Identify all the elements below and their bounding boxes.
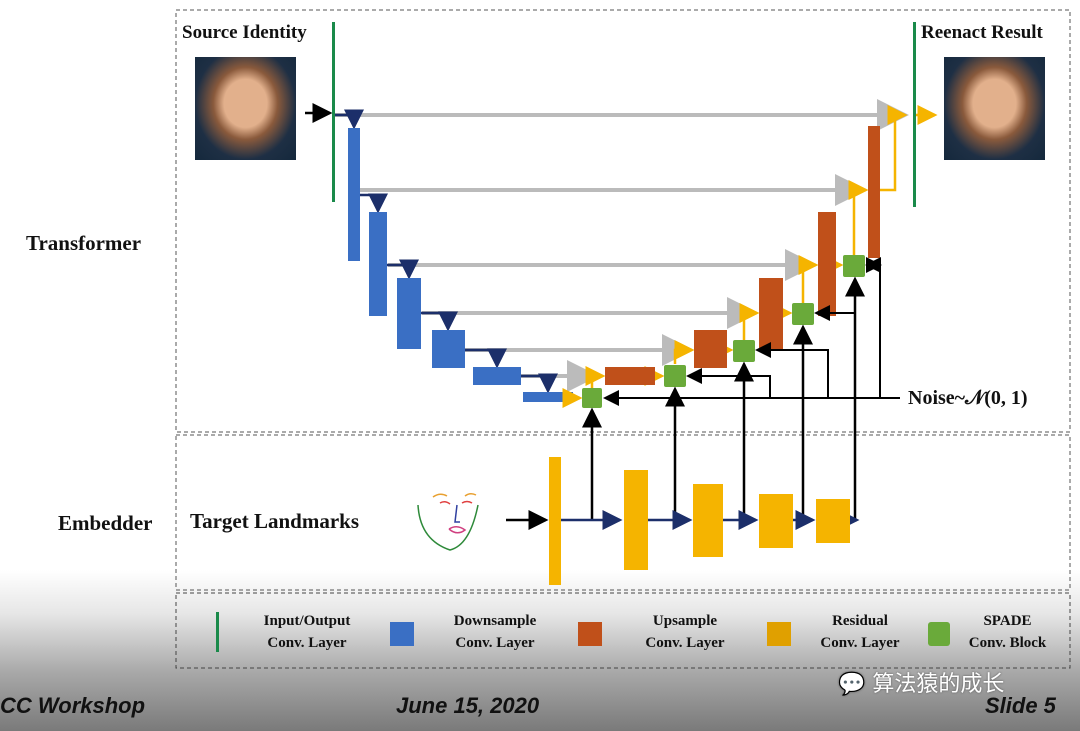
legend-downsample: Downsample Conv. Layer <box>420 610 570 654</box>
legend-downsample-swatch <box>390 622 414 646</box>
landmarks-sketch <box>417 492 479 551</box>
footer-left: CC Workshop <box>0 693 146 718</box>
footer-slide-number: Slide 5 <box>985 693 1056 718</box>
target-landmarks-label: Target Landmarks <box>190 509 359 533</box>
legend-box <box>175 592 1071 669</box>
downsample-layers <box>348 128 573 402</box>
encoder-arrows <box>333 109 558 394</box>
legend-io: Input/Output Conv. Layer <box>232 610 382 654</box>
reenact-result-image <box>944 57 1045 160</box>
legend-residual-line1: Residual <box>832 613 888 629</box>
transformer-label: Transformer <box>26 231 142 255</box>
legend-upsample-swatch <box>578 622 602 646</box>
legend-spade-line2: Conv. Block <box>968 635 1047 651</box>
legend-upsample-line1: Upsample <box>652 613 718 629</box>
legend-io-line2: Conv. Layer <box>267 635 347 651</box>
source-identity-label: Source Identity <box>182 22 307 43</box>
legend-io-swatch <box>216 612 219 652</box>
watermark: 💬 算法猿的成长 <box>838 666 1004 698</box>
residual-layers <box>549 457 850 585</box>
legend-upsample: Upsample Conv. Layer <box>610 610 760 654</box>
legend-residual: Residual Conv. Layer <box>790 610 930 654</box>
upsample-layers <box>605 126 880 385</box>
noise-label: Noise~𝒩(0, 1) <box>908 387 1028 409</box>
legend-downsample-line1: Downsample <box>453 613 537 629</box>
embedder-connections <box>582 276 865 520</box>
output-conv-layer <box>913 22 916 207</box>
decoder-arrows <box>562 105 938 408</box>
legend-upsample-line2: Conv. Layer <box>645 635 725 651</box>
input-conv-layer <box>332 22 335 202</box>
reenact-result-label: Reenact Result <box>921 22 1043 43</box>
source-identity-image <box>195 57 296 160</box>
wechat-icon: 💬 <box>838 672 866 697</box>
footer-date: June 15, 2020 <box>396 693 540 718</box>
legend-downsample-line2: Conv. Layer <box>455 635 535 651</box>
legend-residual-swatch <box>767 622 791 646</box>
embedder-label: Embedder <box>58 511 153 535</box>
legend-io-line1: Input/Output <box>263 613 351 629</box>
legend-spade-line1: SPADE <box>983 613 1032 629</box>
watermark-text: 算法猿的成长 <box>872 672 1005 697</box>
legend-spade: SPADE Conv. Block <box>950 610 1065 654</box>
legend-residual-line2: Conv. Layer <box>820 635 900 651</box>
spade-blocks <box>582 255 865 408</box>
legend-spade-swatch <box>928 622 950 646</box>
